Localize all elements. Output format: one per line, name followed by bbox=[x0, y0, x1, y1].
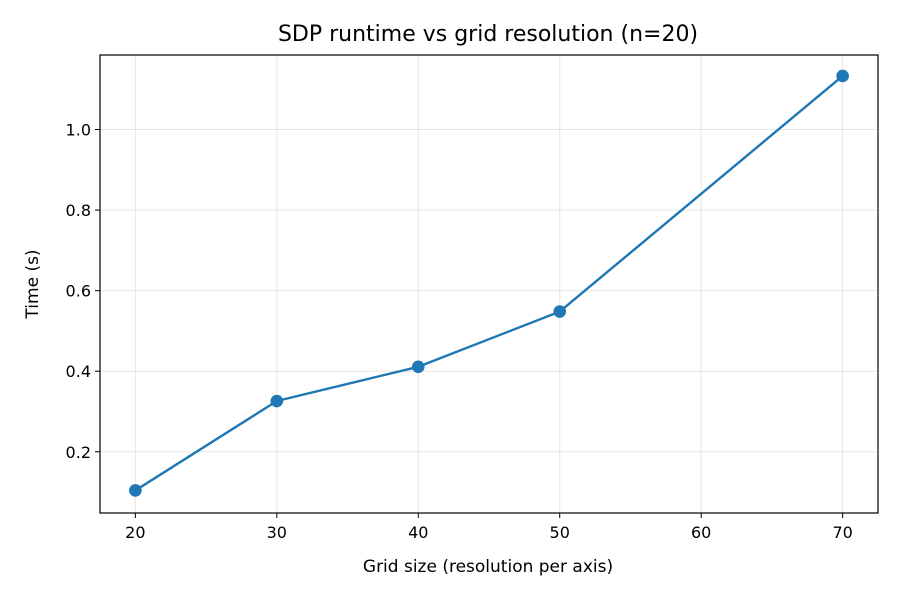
y-tick-label: 0.2 bbox=[66, 443, 91, 462]
y-tick-label: 1.0 bbox=[66, 121, 91, 140]
data-point bbox=[270, 394, 284, 408]
grid bbox=[100, 55, 878, 513]
plot-area-frame bbox=[99, 54, 879, 514]
x-tick-label: 70 bbox=[832, 523, 852, 542]
x-tick-label: 30 bbox=[267, 523, 287, 542]
x-tick-label: 20 bbox=[125, 523, 145, 542]
x-axis-label: Grid size (resolution per axis) bbox=[363, 557, 613, 577]
axis-ticks: 20 30 40 50 60 70 0.2 0.4 0.6 0.8 1.0 bbox=[66, 121, 853, 542]
y-tick-label: 0.6 bbox=[66, 282, 91, 301]
y-axis-label: Time (s) bbox=[23, 249, 43, 319]
data-point bbox=[411, 360, 425, 374]
y-tick-label: 0.8 bbox=[66, 201, 91, 220]
data-point bbox=[836, 69, 849, 83]
chart-title: SDP runtime vs grid resolution (n=20) bbox=[278, 22, 698, 47]
series-layer bbox=[129, 69, 849, 497]
x-tick-label: 60 bbox=[691, 523, 711, 542]
y-tick-label: 0.4 bbox=[66, 362, 91, 381]
data-point bbox=[553, 305, 567, 318]
data-point bbox=[129, 484, 142, 497]
x-tick-label: 50 bbox=[550, 523, 570, 542]
x-tick-label: 40 bbox=[408, 523, 428, 542]
